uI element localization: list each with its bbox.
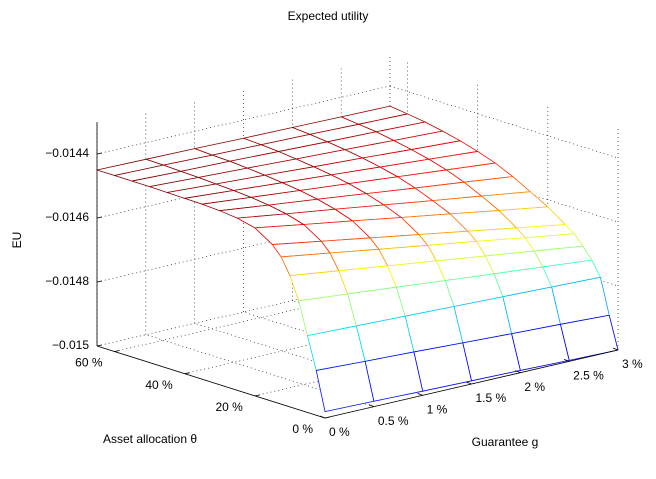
z-tick-label: −0.0148 <box>45 274 89 288</box>
tick-mark <box>96 344 103 347</box>
x-tick-label: 3 % <box>622 357 643 371</box>
tick-mark <box>612 347 619 351</box>
x-tick-label: 0.5 % <box>378 414 409 428</box>
surface-cell <box>364 351 424 402</box>
tick-mark <box>114 350 120 352</box>
y-tick-label: 40 % <box>145 378 173 392</box>
x-tick-label: 1.5 % <box>476 391 507 405</box>
x-tick-label: 0 % <box>329 425 350 439</box>
z-tick-label: −0.0144 <box>45 146 89 160</box>
tick-mark <box>324 416 331 419</box>
tick-mark <box>319 415 326 419</box>
x-tick-label: 1 % <box>427 403 448 417</box>
z-tick-label: −0.0146 <box>45 210 89 224</box>
chart-title: Expected utility <box>288 9 369 23</box>
tick-mark <box>368 404 374 408</box>
tick-mark <box>184 372 190 375</box>
z-axis-label: EU <box>10 232 24 249</box>
surface-cell <box>315 360 375 413</box>
surface-cell <box>413 342 472 392</box>
tick-mark <box>564 358 570 362</box>
tick-mark <box>417 392 423 396</box>
x-tick-label: 2 % <box>524 380 545 394</box>
x-axis-label: Guarantee g <box>472 435 539 449</box>
z-tick-label: −0.015 <box>52 338 89 352</box>
tick-mark <box>515 370 521 374</box>
tick-mark <box>466 381 472 385</box>
y-tick-label: 20 % <box>215 400 243 414</box>
y-axis-label: Asset allocation θ <box>103 432 197 446</box>
y-axis <box>96 345 326 419</box>
tick-mark <box>96 216 103 219</box>
y-tick-label: 0 % <box>292 422 313 436</box>
x-tick-label: 2.5 % <box>573 369 604 383</box>
tick-mark <box>96 280 103 283</box>
tick-mark <box>254 394 260 397</box>
y-tick-label: 60 % <box>75 356 103 370</box>
tick-mark <box>96 152 103 155</box>
